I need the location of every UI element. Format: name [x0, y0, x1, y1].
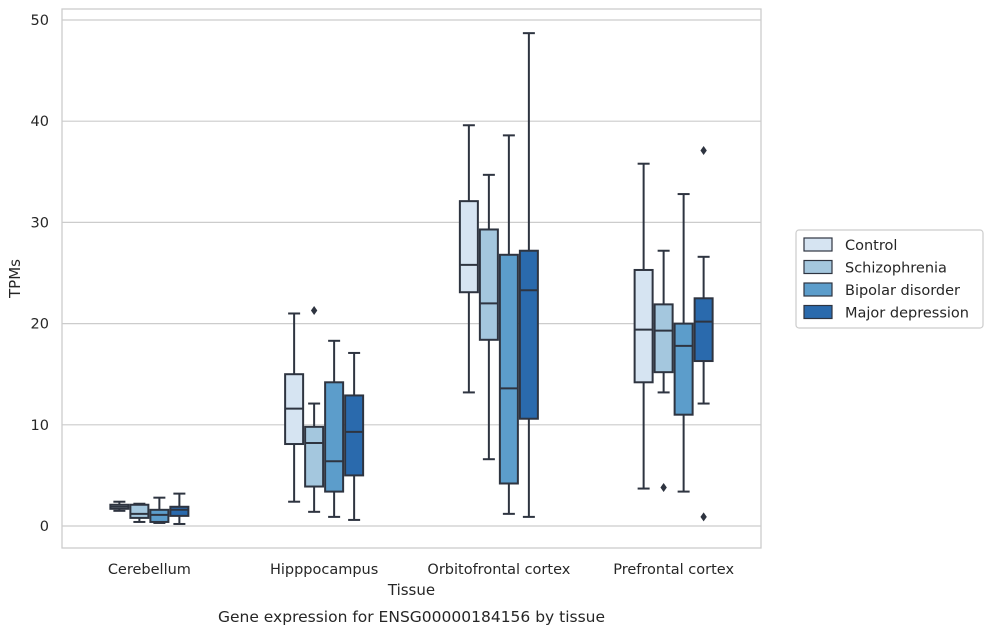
box-bipolar-disorder	[498, 134, 519, 515]
y-tick-label: 50	[31, 13, 49, 29]
legend-label: Control	[845, 238, 897, 254]
outlier-point	[660, 483, 667, 493]
box-body	[478, 228, 499, 341]
legend-label: Schizophrenia	[845, 261, 947, 277]
box-bipolar-disorder	[149, 496, 170, 524]
chart-caption: Gene expression for ENSG00000184156 by t…	[218, 608, 605, 626]
x-tick-label: Hipppocampus	[270, 562, 378, 578]
legend: Control Schizophrenia Bipolar disorder Majo…	[795, 229, 984, 329]
box-body	[304, 425, 325, 488]
x-axis-label: Tissue	[387, 581, 435, 599]
y-axis-label: TPMs	[6, 259, 24, 299]
y-tick-label: 0	[40, 519, 49, 535]
legend-box	[795, 229, 984, 329]
box-major-depression	[169, 492, 190, 525]
plot-frame	[61, 8, 762, 549]
box-body	[458, 200, 479, 294]
legend-swatch	[803, 237, 833, 252]
x-tick-labels: Cerebellum Hipppocampus Orbitofrontal cort…	[108, 562, 735, 578]
y-tick-label: 40	[31, 114, 49, 130]
y-tick-labels: 0 10 20 30 40 50	[31, 13, 49, 535]
box-body	[673, 322, 694, 416]
box-control	[633, 162, 654, 490]
x-tick-label: Prefrontal cortex	[613, 562, 734, 578]
box-schizophrenia	[653, 249, 674, 493]
box-body	[324, 381, 345, 493]
box-body	[633, 268, 654, 384]
x-tick-label: Orbitofrontal cortex	[427, 562, 570, 578]
y-tick-label: 10	[31, 418, 49, 434]
y-tick-label: 20	[31, 317, 49, 333]
legend-label: Major depression	[845, 306, 969, 322]
outlier-point	[310, 305, 318, 315]
grid-lines	[62, 19, 761, 527]
box-control	[109, 500, 130, 512]
box-body	[344, 394, 365, 477]
box-body	[653, 303, 674, 374]
box-body	[693, 297, 714, 363]
box-body	[149, 508, 170, 523]
box-control	[284, 312, 305, 503]
legend-swatch	[803, 259, 833, 275]
x-tick-label: Cerebellum	[108, 562, 191, 578]
box-schizophrenia	[304, 305, 325, 513]
legend-label: Bipolar disorder	[845, 283, 960, 299]
box-series	[109, 32, 714, 525]
box-bipolar-disorder	[673, 193, 694, 493]
legend-swatch	[803, 304, 833, 320]
box-body	[129, 503, 150, 519]
box-schizophrenia	[129, 502, 150, 523]
box-control	[458, 124, 479, 394]
outlier-point	[700, 512, 707, 522]
box-schizophrenia	[478, 173, 499, 461]
box-body	[518, 249, 539, 420]
box-major-depression	[518, 32, 539, 518]
box-major-depression	[693, 146, 714, 522]
box-major-depression	[344, 351, 365, 521]
box-body	[498, 253, 519, 485]
y-tick-label: 30	[31, 215, 49, 231]
legend-swatch	[803, 282, 833, 297]
box-bipolar-disorder	[324, 339, 345, 518]
outlier-point	[700, 146, 707, 156]
box-body	[169, 505, 190, 517]
